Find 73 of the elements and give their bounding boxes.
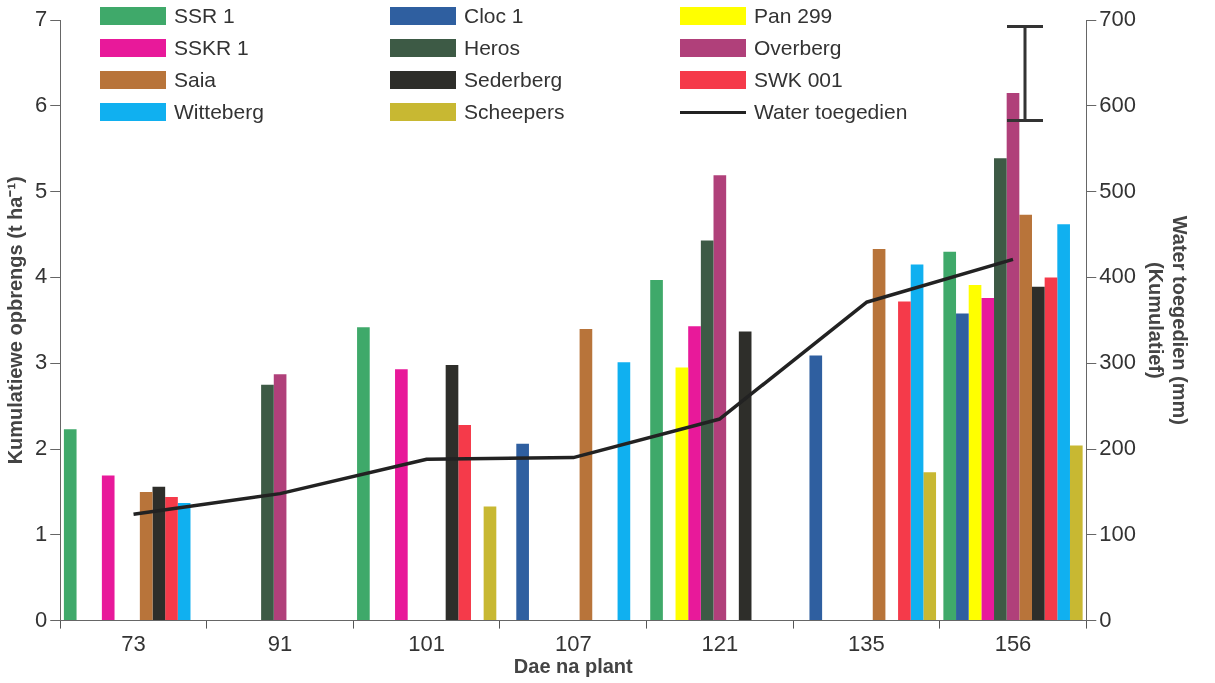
bar: [968, 285, 982, 621]
y-tick-label: 3: [34, 349, 48, 375]
y2-axis-title: Water toegedien (mm) (Kumulatief): [1145, 215, 1192, 425]
bar: [261, 384, 274, 621]
legend-label: Heros: [464, 36, 521, 60]
bar: [579, 328, 593, 621]
bar: [458, 424, 471, 621]
legend-label: Cloc 1: [464, 4, 524, 28]
x-tick-label: 101: [408, 630, 446, 656]
bar: [956, 313, 969, 621]
bar: [177, 503, 191, 621]
y2-tick-label: 200: [1099, 435, 1137, 461]
y2-tick-label: 300: [1099, 349, 1137, 375]
bar: [1019, 214, 1032, 621]
y-tick-label: 0: [34, 606, 48, 632]
y2-tick-label: 400: [1099, 263, 1137, 289]
legend-label: Scheepers: [464, 100, 565, 124]
y2-tick-label: 500: [1099, 177, 1137, 203]
x-tick-label: 135: [848, 630, 885, 656]
y2-tick-label: 0: [1099, 606, 1112, 632]
x-tick-label: 91: [267, 630, 293, 656]
bar: [898, 301, 911, 621]
x-tick-label: 107: [554, 630, 592, 656]
y-axis-title: Kumulatiewe opbrengs (t ha⁻¹): [3, 176, 26, 465]
bar: [688, 326, 701, 621]
legend-label: Witteberg: [174, 100, 264, 124]
y-tick-label: 7: [34, 6, 48, 32]
legend-label: SSR 1: [174, 4, 235, 28]
legend-label: Overberg: [754, 36, 842, 60]
bar: [139, 491, 153, 621]
bar: [943, 251, 957, 621]
y-tick-label: 1: [34, 520, 48, 546]
bar: [1044, 277, 1058, 621]
bar: [872, 249, 886, 621]
bar: [809, 355, 823, 621]
legend-label: Pan 299: [754, 4, 833, 28]
bar: [923, 472, 937, 621]
y-tick-label: 6: [34, 91, 48, 117]
y-tick-label: 2: [34, 435, 48, 461]
legend-label: Saia: [174, 68, 217, 92]
y2-tick-label: 600: [1099, 91, 1137, 117]
bar: [395, 369, 408, 621]
x-tick-label: 121: [701, 630, 739, 656]
y-tick-label: 5: [34, 177, 48, 203]
bar: [483, 506, 497, 621]
bar: [1031, 286, 1045, 621]
y-tick-label: 4: [34, 263, 48, 289]
legend-label: Sederberg: [464, 68, 563, 92]
bar: [994, 158, 1007, 621]
bar: [617, 362, 631, 621]
y2-tick-label: 700: [1099, 6, 1137, 32]
x-tick-label: 156: [994, 630, 1032, 656]
legend-label: Water toegedien: [754, 100, 908, 124]
bar: [101, 475, 115, 621]
bar: [63, 429, 77, 621]
bar: [910, 264, 924, 621]
y2-tick-label: 100: [1099, 520, 1137, 546]
bar: [273, 374, 287, 621]
bar: [1006, 92, 1020, 621]
bar: [675, 367, 689, 621]
legend-label: SSKR 1: [174, 36, 249, 60]
bar: [700, 240, 714, 621]
bar: [1069, 445, 1083, 621]
bar: [165, 497, 178, 621]
legend-label: SWK 001: [754, 68, 843, 92]
bar: [713, 175, 727, 621]
bar: [516, 443, 529, 621]
bar: [650, 279, 663, 621]
bar: [981, 297, 995, 621]
bar: [357, 327, 370, 621]
x-axis-title: Dae na plant: [513, 654, 634, 677]
x-tick-label: 73: [121, 630, 146, 656]
bar: [1057, 224, 1070, 621]
